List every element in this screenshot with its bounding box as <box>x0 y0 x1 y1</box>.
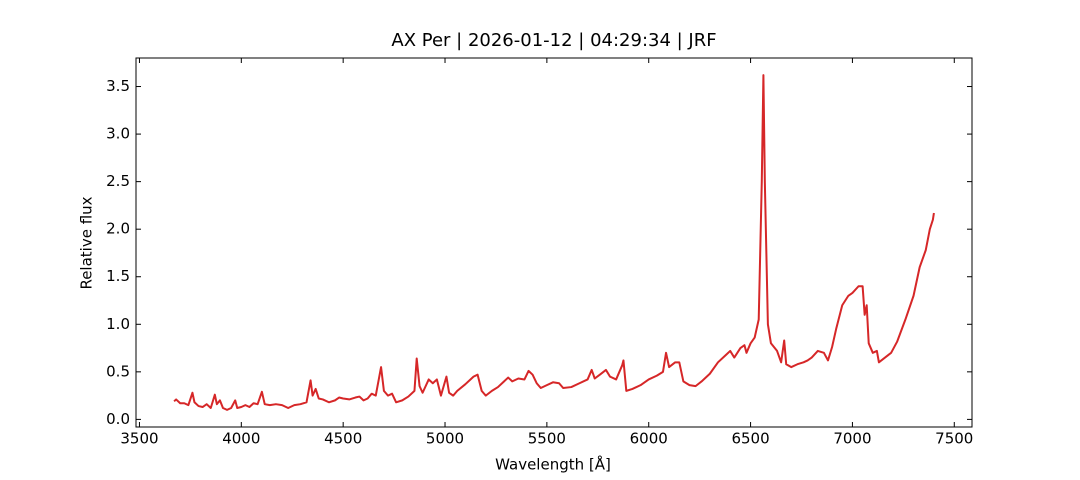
y-tick-label: 0.5 <box>106 362 130 380</box>
x-axis-label: Wavelength [Å] <box>495 455 611 474</box>
y-tick-label: 0.0 <box>106 410 130 428</box>
y-tick-label: 1.0 <box>106 315 130 333</box>
x-tick-label: 4000 <box>222 430 260 448</box>
y-tick-label: 1.5 <box>106 267 130 285</box>
x-tick-label: 5500 <box>528 430 566 448</box>
x-tick-label: 7500 <box>935 430 973 448</box>
x-tick-label: 5000 <box>426 430 464 448</box>
x-tick-label: 6000 <box>630 430 668 448</box>
chart-title: AX Per | 2026-01-12 | 04:29:34 | JRF <box>391 30 716 51</box>
y-tick-label: 3.0 <box>106 125 130 143</box>
plot-frame <box>135 57 973 428</box>
x-tick-label: 6500 <box>731 430 769 448</box>
y-tick-label: 3.5 <box>106 77 130 95</box>
y-tick-label: 2.0 <box>106 220 130 238</box>
spectrum-line <box>173 74 935 411</box>
y-tick-label: 2.5 <box>106 172 130 190</box>
x-tick-label: 7000 <box>833 430 871 448</box>
x-tick-label: 3500 <box>120 430 158 448</box>
x-tick-label: 4500 <box>324 430 362 448</box>
y-axis-label: Relative flux <box>78 196 96 289</box>
